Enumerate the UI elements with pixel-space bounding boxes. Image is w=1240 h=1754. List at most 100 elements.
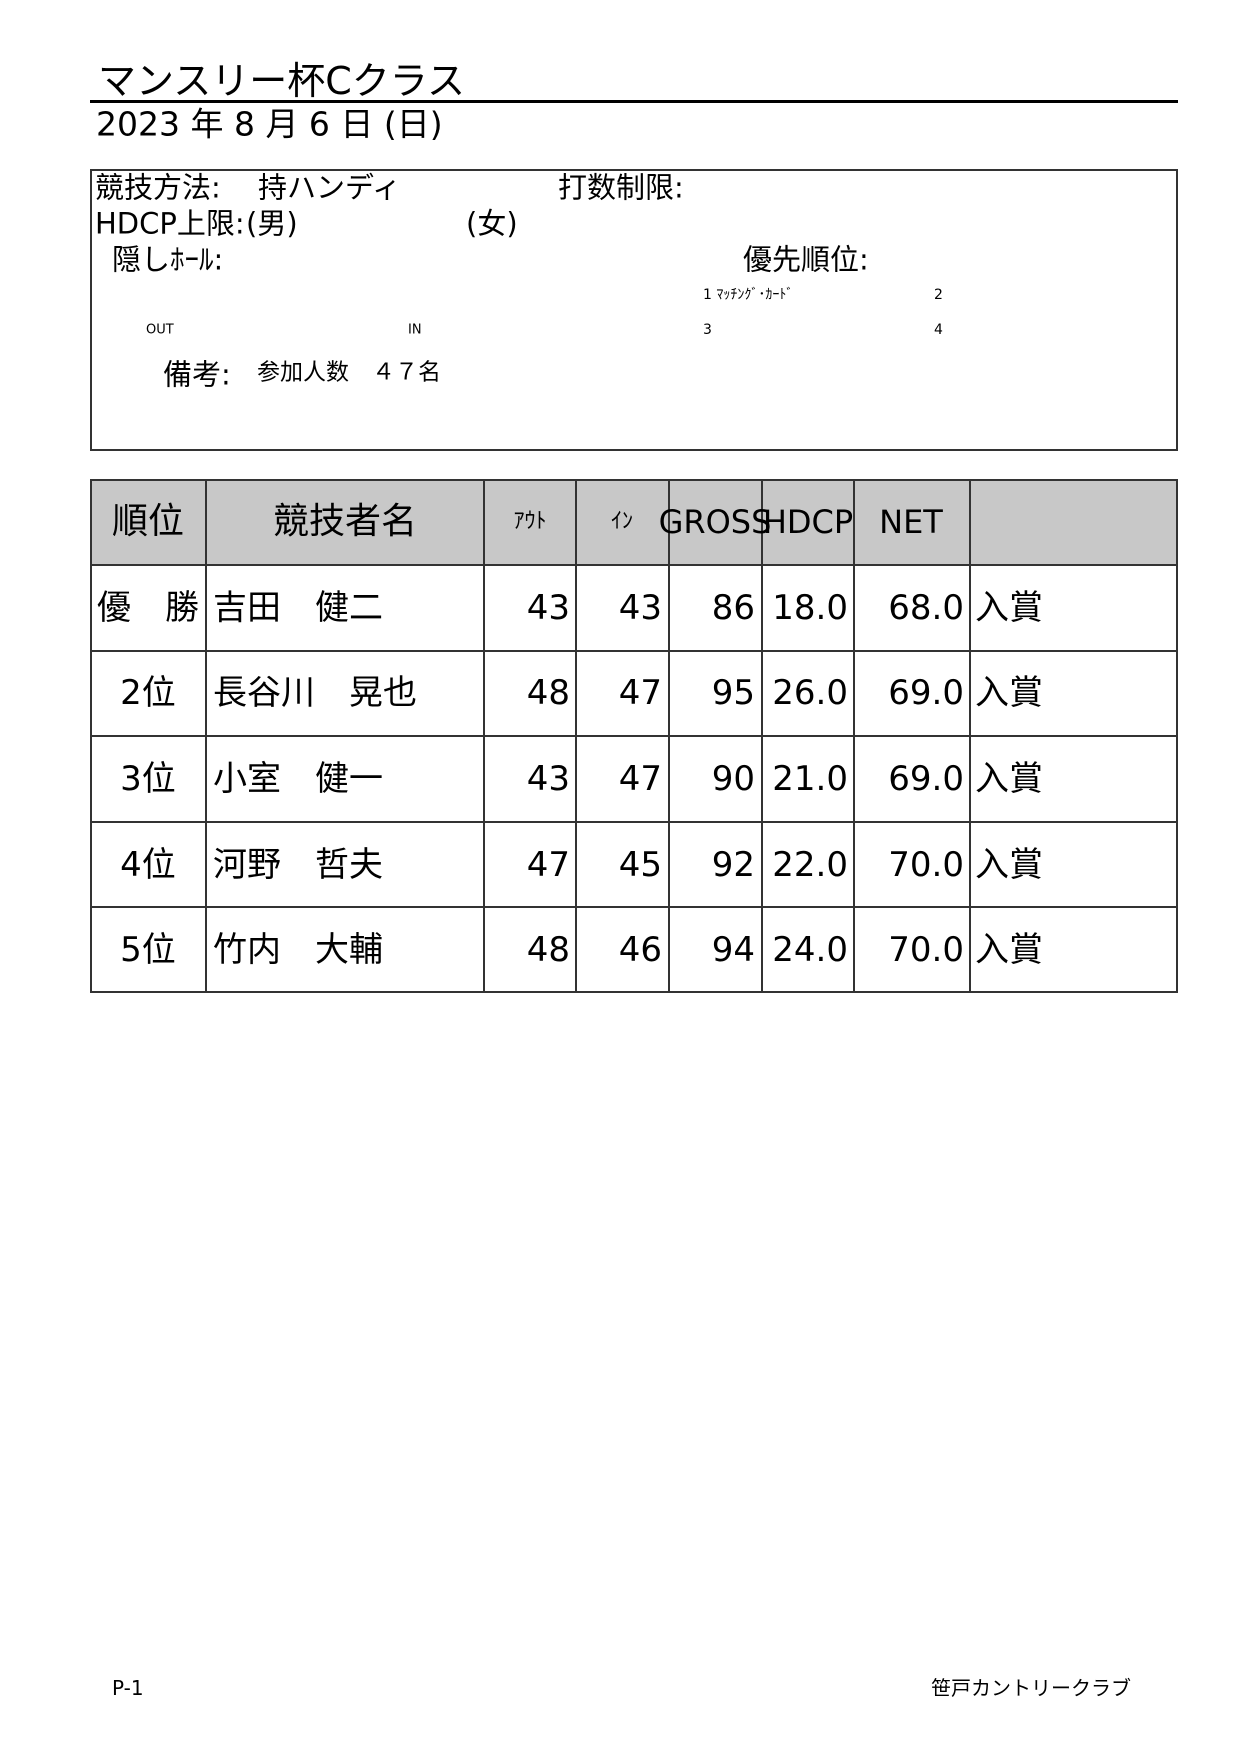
hdcp: 24.0 bbox=[772, 930, 848, 971]
rank: 4位 bbox=[120, 844, 176, 885]
net: 70.0 bbox=[888, 930, 964, 971]
player-name: 河野 哲夫 bbox=[213, 844, 383, 885]
net: 69.0 bbox=[888, 673, 964, 714]
award: 入賞 bbox=[975, 673, 1043, 714]
table-cell bbox=[484, 565, 576, 651]
info-box bbox=[90, 169, 1178, 451]
hdcp: 26.0 bbox=[772, 673, 848, 714]
priority-item: 2 bbox=[934, 287, 943, 303]
player-name: 竹内 大輔 bbox=[213, 930, 383, 971]
out-score: 43 bbox=[526, 759, 570, 799]
rank: 3位 bbox=[120, 759, 176, 799]
table-cell bbox=[484, 650, 576, 737]
award: 入賞 bbox=[975, 930, 1043, 971]
label: 隠しﾎｰﾙ: bbox=[112, 242, 224, 277]
table-cell bbox=[484, 821, 576, 908]
table-cell bbox=[576, 821, 669, 908]
rank: 2位 bbox=[120, 673, 176, 714]
table-cell bbox=[576, 565, 669, 651]
in-score: 43 bbox=[618, 587, 662, 628]
gross: 94 bbox=[711, 930, 755, 971]
in-score: 47 bbox=[618, 759, 662, 799]
gross: 90 bbox=[711, 759, 755, 799]
header-cell bbox=[576, 479, 669, 565]
hdcp: 18.0 bbox=[772, 587, 848, 628]
label: 優先順位: bbox=[743, 242, 869, 277]
header-cell bbox=[90, 479, 206, 565]
value: 持ハンディ bbox=[258, 170, 401, 205]
value: 参加人数 ４７名 bbox=[257, 359, 441, 386]
award: 入賞 bbox=[975, 844, 1043, 885]
priority-item: 4 bbox=[934, 322, 943, 338]
table-cell bbox=[206, 736, 484, 822]
header-cell bbox=[206, 479, 484, 565]
hdcp: 22.0 bbox=[772, 844, 848, 885]
table-cell bbox=[762, 565, 854, 651]
table-border bbox=[90, 479, 1178, 993]
award: 入賞 bbox=[975, 759, 1043, 799]
out-score: 47 bbox=[526, 844, 570, 885]
player-name: 小室 健一 bbox=[213, 759, 383, 799]
table-cell bbox=[762, 821, 854, 908]
table-cell bbox=[576, 650, 669, 737]
out-score: 48 bbox=[526, 673, 570, 714]
net: 69.0 bbox=[888, 759, 964, 799]
value: (男) bbox=[246, 206, 298, 241]
table-cell bbox=[206, 821, 484, 908]
header-cell bbox=[970, 479, 1178, 565]
out-score: 48 bbox=[526, 930, 570, 971]
column-header: GROSS bbox=[658, 503, 772, 541]
table-cell bbox=[669, 650, 762, 737]
date: 2023 年 8 月 6 日 (日) bbox=[96, 104, 443, 144]
table-cell bbox=[669, 736, 762, 822]
award: 入賞 bbox=[975, 587, 1043, 628]
priority-item: 3 bbox=[703, 322, 712, 338]
table-cell bbox=[206, 565, 484, 651]
gross: 95 bbox=[711, 673, 755, 714]
table-cell bbox=[484, 736, 576, 822]
column-header: 順位 bbox=[111, 501, 185, 542]
table-cell bbox=[854, 650, 970, 737]
hdcp: 21.0 bbox=[772, 759, 848, 799]
out-score: 43 bbox=[526, 587, 570, 628]
rank: 5位 bbox=[120, 930, 176, 971]
net: 68.0 bbox=[888, 587, 964, 628]
header-cell bbox=[669, 479, 762, 565]
column-header: ｱｳﾄ bbox=[513, 509, 547, 534]
table-cell bbox=[762, 650, 854, 737]
label: IN bbox=[408, 322, 422, 338]
header-cell bbox=[854, 479, 970, 565]
title: マンスリー杯Cクラス bbox=[98, 59, 466, 103]
player-name: 長谷川 晃也 bbox=[213, 673, 417, 714]
table-cell bbox=[854, 736, 970, 822]
title-underline bbox=[90, 100, 1178, 103]
player-name: 吉田 健二 bbox=[213, 587, 383, 628]
column-header: HDCP bbox=[762, 503, 854, 541]
value: (女) bbox=[466, 206, 518, 241]
priority-item: 1 ﾏｯﾁﾝｸﾞ･ｶｰﾄﾞ bbox=[703, 287, 794, 303]
page-number: P-1 bbox=[112, 1676, 144, 1700]
label: 備考: bbox=[163, 357, 231, 392]
table-cell bbox=[854, 565, 970, 651]
in-score: 47 bbox=[618, 673, 662, 714]
gross: 86 bbox=[711, 587, 755, 628]
in-score: 45 bbox=[618, 844, 662, 885]
club-name: 笹戸カントリークラブ bbox=[931, 1676, 1131, 1700]
column-header: NET bbox=[879, 503, 943, 541]
column-header: 競技者名 bbox=[272, 501, 418, 542]
table-cell bbox=[576, 736, 669, 822]
header-cell bbox=[762, 479, 854, 565]
label: HDCP上限: bbox=[95, 206, 245, 241]
label: 打数制限: bbox=[558, 170, 684, 205]
table-cell bbox=[206, 650, 484, 737]
table-cell bbox=[762, 736, 854, 822]
net: 70.0 bbox=[888, 844, 964, 885]
rank: 優 勝 bbox=[97, 587, 199, 628]
table-cell bbox=[854, 821, 970, 908]
table-cell bbox=[669, 821, 762, 908]
label: OUT bbox=[146, 322, 174, 338]
gross: 92 bbox=[711, 844, 755, 885]
column-header: ｲﾝ bbox=[610, 509, 634, 534]
label: 競技方法: bbox=[95, 170, 221, 205]
